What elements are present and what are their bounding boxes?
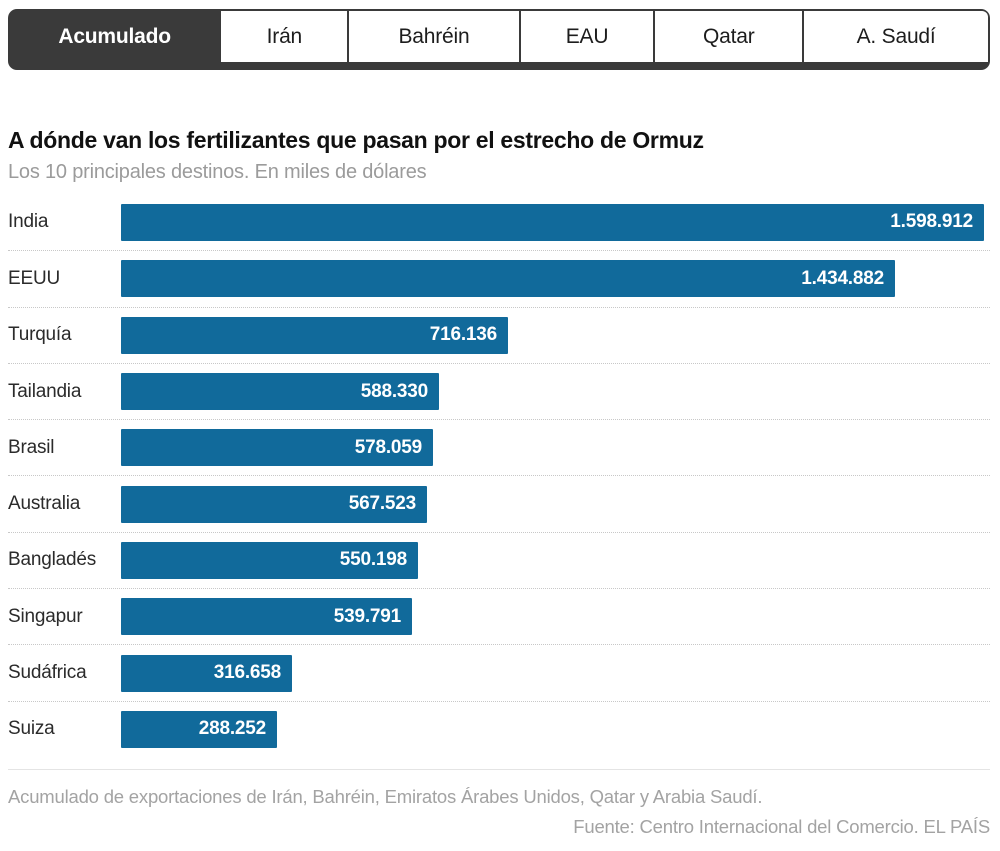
tab-label: Acumulado <box>58 24 171 48</box>
tab-bahrein[interactable]: Bahréin <box>347 11 519 62</box>
bar-row: Singapur 539.791 <box>8 588 990 644</box>
bar-row: India 1.598.912 <box>8 194 990 250</box>
bar-row: Brasil 578.059 <box>8 419 990 475</box>
tab-label: EAU <box>565 24 609 48</box>
bar: 716.136 <box>121 316 508 354</box>
bar-row: Sudáfrica 316.658 <box>8 644 990 700</box>
bar-chart: India 1.598.912 EEUU 1.434.882 Turquía 7… <box>8 194 990 757</box>
bar-zone: 316.658 <box>121 654 990 692</box>
bar-zone: 539.791 <box>121 598 990 636</box>
bar: 588.330 <box>121 373 439 411</box>
category-label: Australia <box>8 493 81 515</box>
category-label: Tailandia <box>8 380 82 402</box>
bar: 1.598.912 <box>121 203 984 241</box>
bar: 316.658 <box>121 654 292 692</box>
footer-source: Fuente: Centro Internacional del Comerci… <box>573 815 990 837</box>
tab-label: Bahréin <box>398 24 470 48</box>
bar-value-label: 588.330 <box>360 380 428 402</box>
tab-bar: Acumulado Irán Bahréin EAU Qatar A. Saud… <box>8 9 990 70</box>
bar-zone: 578.059 <box>121 429 990 467</box>
tab-label: A. Saudí <box>856 24 936 48</box>
bar-row: Australia 567.523 <box>8 475 990 531</box>
category-label: Bangladés <box>8 549 96 571</box>
tab-qatar[interactable]: Qatar <box>653 11 803 62</box>
tab-eau[interactable]: EAU <box>518 11 654 62</box>
category-label: EEUU <box>8 267 60 289</box>
category-label: Brasil <box>8 436 55 458</box>
bar-row: Turquía 716.136 <box>8 306 990 363</box>
bar-value-label: 550.198 <box>339 549 407 571</box>
tab-label: Irán <box>266 24 303 48</box>
bar-value-label: 288.252 <box>198 718 266 740</box>
bar-value-label: 1.434.882 <box>801 267 884 289</box>
bar-zone: 567.523 <box>121 485 990 523</box>
bar: 550.198 <box>121 541 418 579</box>
bar-value-label: 716.136 <box>429 324 497 346</box>
bar-row: Bangladés 550.198 <box>8 531 990 588</box>
tab-a-saudi[interactable]: A. Saudí <box>802 11 988 62</box>
category-label: Turquía <box>8 324 72 346</box>
category-label: Sudáfrica <box>8 662 87 684</box>
bar-row: Suiza 288.252 <box>8 700 990 757</box>
bar-zone: 588.330 <box>121 373 990 411</box>
bar: 539.791 <box>121 598 412 636</box>
tab-iran[interactable]: Irán <box>219 11 348 62</box>
bar-zone: 288.252 <box>121 710 990 748</box>
chart-title: A dónde van los fertilizantes que pasan … <box>8 127 704 153</box>
tab-acumulado[interactable]: Acumulado <box>10 11 220 62</box>
footer: Acumulado de exportaciones de Irán, Bahr… <box>8 768 990 838</box>
bar: 567.523 <box>121 485 427 523</box>
bar-row: Tailandia 588.330 <box>8 362 990 419</box>
bar-row: EEUU 1.434.882 <box>8 250 990 306</box>
bar-value-label: 578.059 <box>354 436 422 458</box>
bar-value-label: 567.523 <box>348 493 416 515</box>
bar-zone: 1.434.882 <box>121 260 990 298</box>
bar: 578.059 <box>121 429 433 467</box>
category-label: Suiza <box>8 718 55 740</box>
bar-zone: 716.136 <box>121 316 990 354</box>
bar-value-label: 539.791 <box>333 605 401 627</box>
bar: 288.252 <box>121 710 277 748</box>
tab-label: Qatar <box>703 24 755 48</box>
footer-note: Acumulado de exportaciones de Irán, Bahr… <box>8 785 763 807</box>
bar-value-label: 1.598.912 <box>890 211 973 233</box>
bar-value-label: 316.658 <box>213 662 281 684</box>
bar-zone: 1.598.912 <box>121 203 990 241</box>
category-label: India <box>8 211 49 233</box>
bar: 1.434.882 <box>121 260 895 298</box>
chart-subtitle: Los 10 principales destinos. En miles de… <box>8 161 427 183</box>
category-label: Singapur <box>8 605 83 627</box>
bar-zone: 550.198 <box>121 541 990 579</box>
